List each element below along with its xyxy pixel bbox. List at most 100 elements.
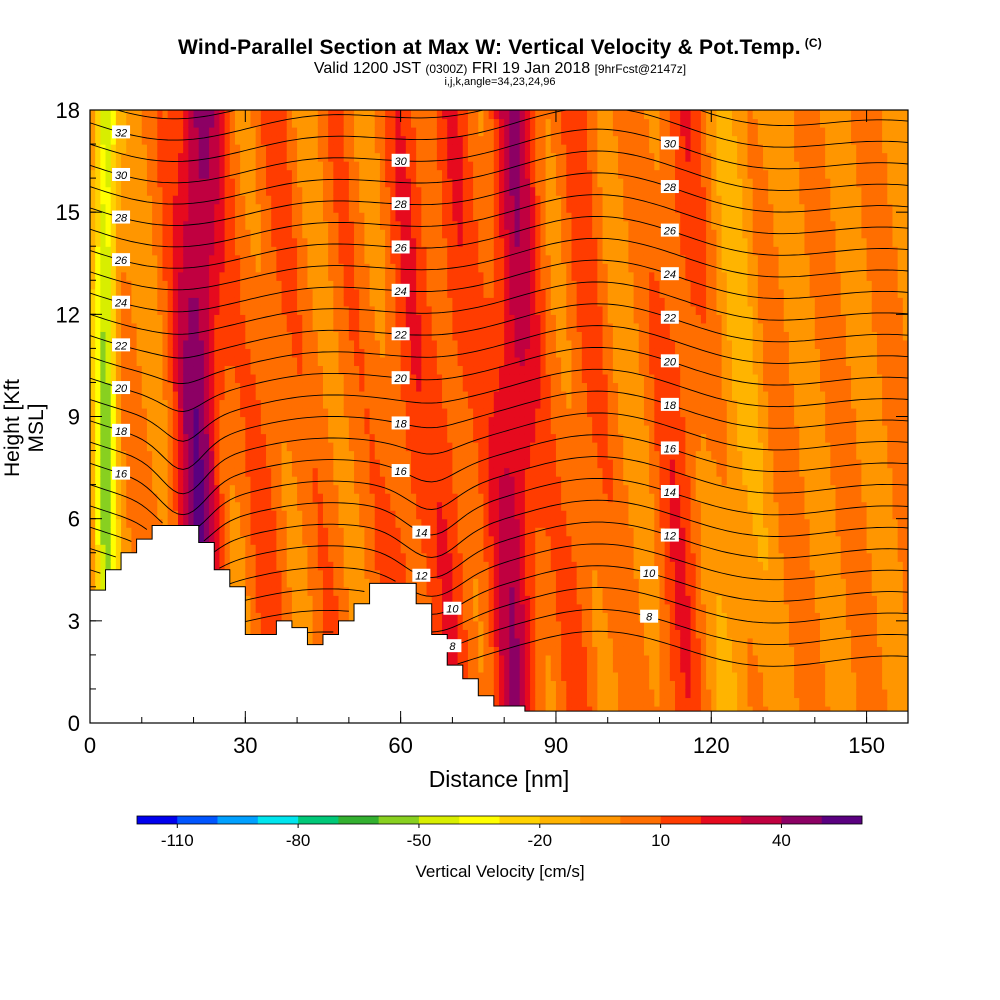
velocity-cell xyxy=(105,484,112,494)
velocity-cell xyxy=(317,620,324,630)
velocity-cell xyxy=(198,407,205,418)
velocity-cell xyxy=(416,510,422,520)
velocity-cell xyxy=(266,152,272,162)
velocity-cell xyxy=(421,118,428,128)
velocity-cell xyxy=(302,433,309,443)
velocity-cell xyxy=(364,382,371,392)
velocity-cell xyxy=(369,280,376,290)
velocity-cell xyxy=(436,144,443,154)
velocity-cell xyxy=(297,382,303,392)
velocity-cell xyxy=(312,203,319,213)
velocity-cell xyxy=(250,629,257,639)
velocity-cell xyxy=(291,331,298,341)
velocity-cell xyxy=(395,212,402,222)
velocity-cell xyxy=(421,288,428,298)
velocity-cell xyxy=(302,552,309,562)
velocity-cell xyxy=(426,390,433,401)
velocity-cell xyxy=(348,399,355,409)
velocity-cell xyxy=(183,382,189,392)
velocity-cell xyxy=(193,246,200,256)
velocity-cell xyxy=(286,322,293,332)
velocity-cell xyxy=(141,297,148,307)
velocity-cell xyxy=(157,442,164,452)
velocity-cell xyxy=(167,373,174,384)
velocity-cell xyxy=(369,220,376,230)
velocity-cell xyxy=(348,152,355,162)
velocity-cell xyxy=(395,254,402,264)
velocity-cell xyxy=(405,220,412,230)
velocity-cell xyxy=(442,144,448,154)
velocity-cell xyxy=(436,603,443,613)
velocity-cell xyxy=(255,484,262,494)
velocity-cell xyxy=(203,220,210,230)
velocity-cell xyxy=(281,450,288,460)
velocity-cell xyxy=(131,127,138,137)
velocity-cell xyxy=(255,178,262,188)
velocity-cell xyxy=(240,305,246,315)
velocity-cell xyxy=(291,203,298,213)
velocity-cell xyxy=(354,552,360,562)
velocity-cell xyxy=(95,297,101,307)
velocity-cell xyxy=(193,365,200,375)
velocity-cell xyxy=(126,229,133,239)
velocity-cell xyxy=(188,229,195,239)
velocity-cell xyxy=(266,373,272,384)
velocity-cell xyxy=(110,365,117,375)
velocity-cell xyxy=(354,586,360,596)
velocity-cell xyxy=(348,229,355,239)
velocity-cell xyxy=(379,407,386,418)
velocity-cell xyxy=(416,586,422,596)
velocity-cell xyxy=(105,212,112,222)
velocity-cell xyxy=(115,178,122,188)
velocity-cell xyxy=(110,407,117,418)
velocity-cell xyxy=(219,229,226,239)
velocity-cell xyxy=(436,416,443,426)
velocity-cell xyxy=(90,203,96,213)
velocity-cell xyxy=(224,331,231,341)
velocity-cell xyxy=(442,552,448,562)
velocity-cell xyxy=(442,578,448,588)
velocity-cell xyxy=(260,442,267,452)
velocity-cell xyxy=(374,407,381,418)
velocity-cell xyxy=(421,399,428,409)
velocity-cell xyxy=(219,510,226,520)
velocity-cell xyxy=(426,305,433,315)
velocity-cell xyxy=(266,493,272,503)
velocity-cell xyxy=(281,127,288,137)
velocity-cell xyxy=(431,544,438,554)
velocity-cell xyxy=(136,416,143,426)
velocity-cell xyxy=(297,484,303,494)
velocity-cell xyxy=(157,127,164,137)
velocity-cell xyxy=(359,212,365,222)
velocity-cell xyxy=(281,297,288,307)
velocity-cell xyxy=(390,442,397,452)
velocity-cell xyxy=(297,586,303,596)
velocity-cell xyxy=(436,390,443,401)
velocity-cell xyxy=(369,382,376,392)
velocity-cell xyxy=(141,288,148,298)
velocity-cell xyxy=(271,135,277,145)
velocity-cell xyxy=(338,527,345,537)
velocity-cell xyxy=(338,203,345,213)
chart-subtitle: Valid 1200 JST (0300Z) FRI 19 Jan 2018 [… xyxy=(0,60,1000,78)
velocity-cell xyxy=(426,348,433,358)
velocity-cell xyxy=(234,280,241,290)
velocity-cell xyxy=(90,271,96,281)
velocity-cell xyxy=(203,442,210,452)
velocity-cell xyxy=(333,459,340,469)
velocity-cell xyxy=(426,459,433,469)
velocity-cell xyxy=(421,220,428,230)
velocity-cell xyxy=(291,195,298,205)
velocity-cell xyxy=(178,212,184,222)
velocity-cell xyxy=(266,348,272,358)
velocity-cell xyxy=(338,459,345,469)
velocity-cell xyxy=(167,425,174,435)
velocity-cell xyxy=(260,629,267,639)
velocity-cell xyxy=(276,399,283,409)
velocity-cell xyxy=(162,314,169,324)
velocity-cell xyxy=(178,118,184,128)
velocity-cell xyxy=(297,212,303,222)
velocity-cell xyxy=(374,339,381,349)
velocity-cell xyxy=(436,135,443,145)
velocity-cell xyxy=(250,212,257,222)
